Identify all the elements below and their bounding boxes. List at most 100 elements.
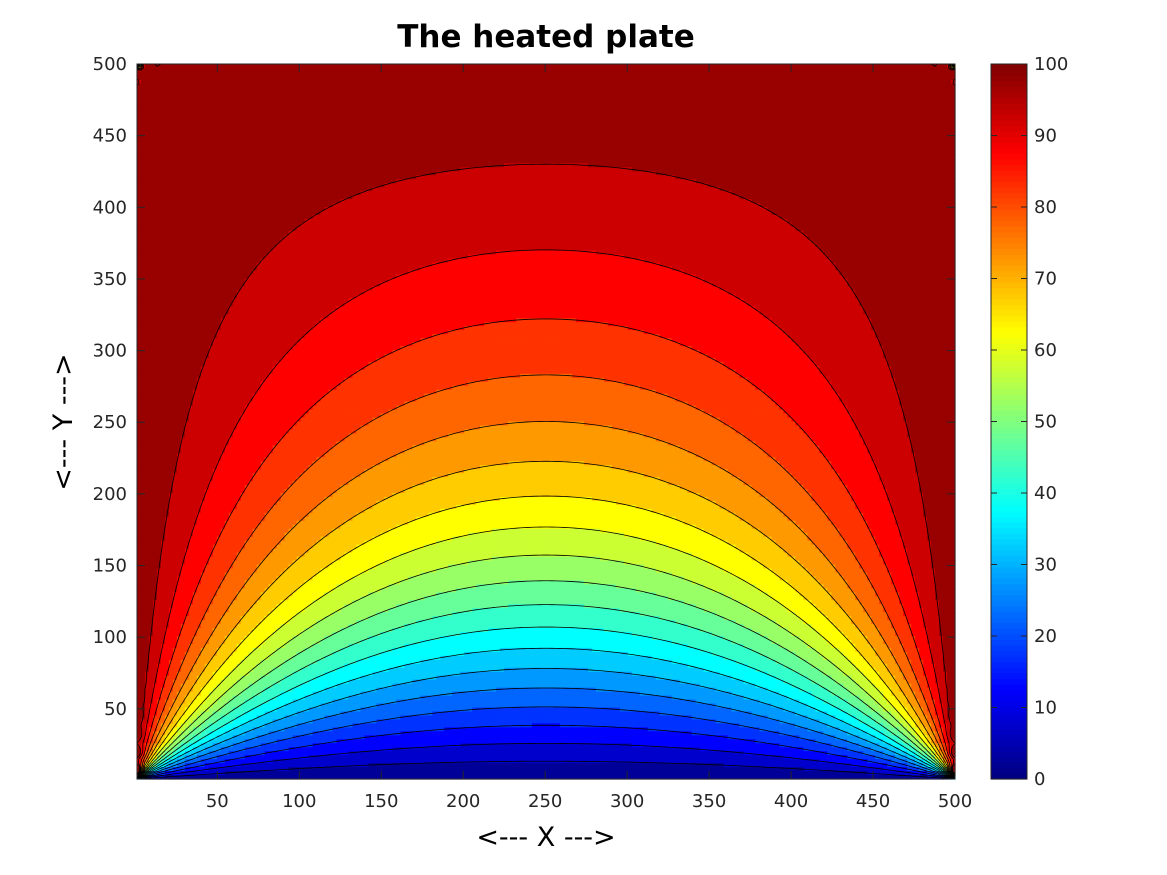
contour-cell xyxy=(225,151,230,156)
contour-cell xyxy=(165,143,170,148)
contour-cell xyxy=(141,128,146,133)
contour-cell xyxy=(488,143,493,148)
contour-cell xyxy=(620,76,625,81)
contour-cell xyxy=(532,96,537,101)
contour-cell xyxy=(823,72,828,77)
contour-cell xyxy=(344,128,349,133)
contour-cell xyxy=(700,143,705,148)
contour-cell xyxy=(313,64,318,69)
contour-cell xyxy=(265,100,270,105)
contour-cell xyxy=(536,76,541,81)
contour-cell xyxy=(289,116,294,121)
contour-cell xyxy=(249,100,254,105)
contour-cell xyxy=(807,124,812,129)
contour-cell xyxy=(384,151,389,156)
contour-cell xyxy=(927,92,932,97)
contour-cell xyxy=(249,96,254,101)
contour-cell xyxy=(875,76,880,81)
contour-cell xyxy=(899,92,904,97)
contour-cell xyxy=(831,147,836,152)
contour-cell xyxy=(624,76,629,81)
contour-cell xyxy=(488,139,493,144)
contour-cell xyxy=(640,143,645,148)
contour-cell xyxy=(767,68,772,73)
contour-cell xyxy=(245,108,250,113)
contour-cell xyxy=(428,139,433,144)
contour-cell xyxy=(851,100,856,105)
contour-cell xyxy=(265,68,270,73)
contour-cell xyxy=(444,108,449,113)
contour-cell xyxy=(209,124,214,129)
contour-cell xyxy=(197,64,202,69)
contour-cell xyxy=(871,92,876,97)
contour-cell xyxy=(456,108,461,113)
contour-cell xyxy=(811,124,816,129)
contour-cell xyxy=(221,151,226,156)
contour-cell xyxy=(628,72,633,77)
contour-cell xyxy=(911,64,916,69)
contour-cell xyxy=(424,124,429,129)
contour-cell xyxy=(656,132,661,137)
contour-cell xyxy=(608,84,613,89)
contour-cell xyxy=(472,143,477,148)
contour-cell xyxy=(640,92,645,97)
contour-cell xyxy=(795,139,800,144)
contour-cell xyxy=(544,84,549,89)
contour-cell xyxy=(863,120,868,125)
contour-cell xyxy=(500,136,505,141)
contour-cell xyxy=(305,72,310,77)
contour-cell xyxy=(420,92,425,97)
contour-cell xyxy=(732,88,737,93)
contour-cell xyxy=(652,147,657,152)
contour-cell xyxy=(819,147,824,152)
contour-cell xyxy=(939,128,944,133)
contour-cell xyxy=(528,96,533,101)
contour-cell xyxy=(724,104,729,109)
contour-cell xyxy=(305,92,310,97)
contour-cell xyxy=(835,116,840,121)
contour-cell xyxy=(644,108,649,113)
contour-cell xyxy=(903,84,908,89)
contour-cell xyxy=(815,128,820,133)
contour-cell xyxy=(380,132,385,137)
contour-cell xyxy=(141,80,146,85)
contour-cell xyxy=(771,147,776,152)
contour-cell xyxy=(692,96,697,101)
contour-cell xyxy=(600,96,605,101)
contour-cell xyxy=(867,139,872,144)
contour-cell xyxy=(907,76,912,81)
contour-cell xyxy=(384,72,389,77)
contour-cell xyxy=(141,88,146,93)
contour-cell xyxy=(544,116,549,121)
contour-cell xyxy=(512,68,517,73)
contour-cell xyxy=(245,84,250,89)
contour-cell xyxy=(720,151,725,156)
contour-cell xyxy=(752,143,757,148)
contour-cell xyxy=(831,72,836,77)
contour-cell xyxy=(520,64,525,69)
contour-cell xyxy=(600,88,605,93)
contour-cell xyxy=(356,76,361,81)
contour-cell xyxy=(728,112,733,117)
contour-cell xyxy=(576,92,581,97)
contour-cell xyxy=(791,128,796,133)
contour-cell xyxy=(939,136,944,141)
contour-cell xyxy=(237,132,242,137)
contour-cell xyxy=(388,100,393,105)
contour-cell xyxy=(301,151,306,156)
contour-cell xyxy=(420,100,425,105)
contour-cell xyxy=(668,96,673,101)
contour-cell xyxy=(416,139,421,144)
contour-cell xyxy=(337,64,342,69)
contour-cell xyxy=(337,143,342,148)
contour-cell xyxy=(356,136,361,141)
contour-cell xyxy=(815,76,820,81)
contour-cell xyxy=(309,76,314,81)
contour-cell xyxy=(424,112,429,117)
contour-cell xyxy=(564,108,569,113)
contour-cell xyxy=(628,108,633,113)
contour-cell xyxy=(596,92,601,97)
contour-cell xyxy=(309,68,314,73)
contour-cell xyxy=(257,100,262,105)
contour-cell xyxy=(400,120,405,125)
